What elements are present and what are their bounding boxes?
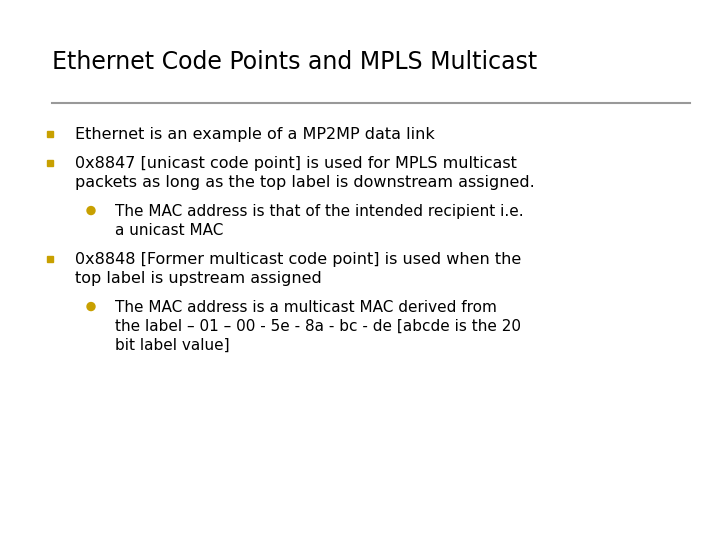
Text: a unicast MAC: a unicast MAC <box>115 223 223 238</box>
Bar <box>47 131 53 137</box>
Text: the label – 01 – 00 - 5e - 8a - bc - de [abcde is the 20: the label – 01 – 00 - 5e - 8a - bc - de … <box>115 319 521 334</box>
Text: top label is upstream assigned: top label is upstream assigned <box>75 271 322 286</box>
Bar <box>47 255 53 261</box>
Text: The MAC address is a multicast MAC derived from: The MAC address is a multicast MAC deriv… <box>115 300 497 315</box>
Text: 0x8848 [Former multicast code point] is used when the: 0x8848 [Former multicast code point] is … <box>75 252 521 267</box>
Text: The MAC address is that of the intended recipient i.e.: The MAC address is that of the intended … <box>115 204 523 219</box>
Text: packets as long as the top label is downstream assigned.: packets as long as the top label is down… <box>75 175 535 190</box>
Text: Ethernet is an example of a MP2MP data link: Ethernet is an example of a MP2MP data l… <box>75 127 435 142</box>
Text: 0x8847 [unicast code point] is used for MPLS multicast: 0x8847 [unicast code point] is used for … <box>75 156 517 171</box>
Circle shape <box>87 206 95 214</box>
Bar <box>47 159 53 166</box>
Text: bit label value]: bit label value] <box>115 338 230 353</box>
Text: Ethernet Code Points and MPLS Multicast: Ethernet Code Points and MPLS Multicast <box>52 50 537 74</box>
Circle shape <box>87 302 95 310</box>
